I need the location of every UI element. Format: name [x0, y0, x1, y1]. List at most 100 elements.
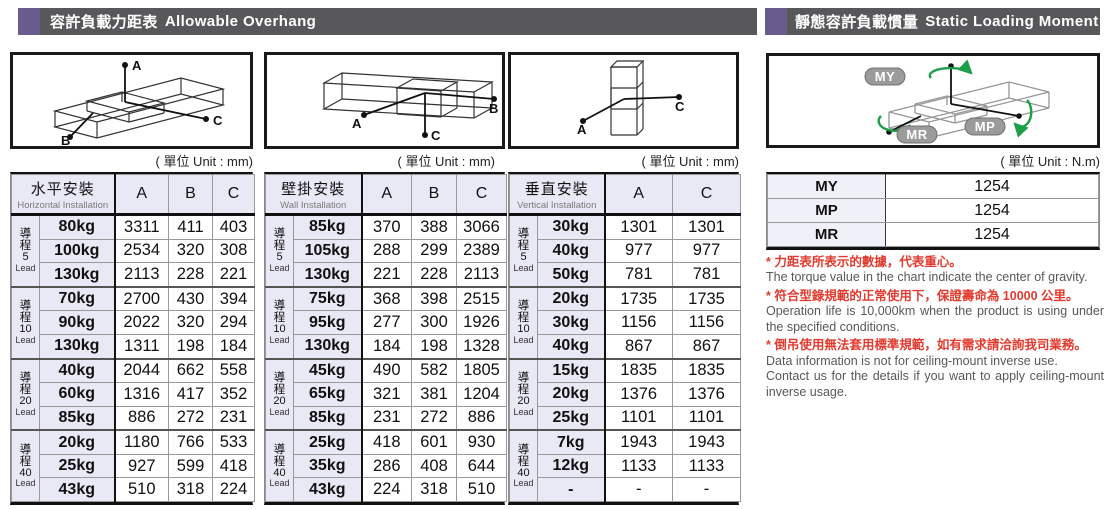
lead-group-label: 導程 40 Lead: [509, 429, 538, 503]
lead-char: 程: [273, 312, 286, 325]
value-cell: 601: [411, 429, 457, 455]
point-label-a: A: [132, 58, 142, 73]
installation-title-en: Horizontal Installation: [17, 199, 109, 211]
value-cell: 1805: [456, 357, 507, 384]
dimension-leaders: A C B: [61, 58, 223, 146]
value-cell: 221: [212, 262, 256, 288]
value-cell: 300: [411, 310, 457, 335]
payload-cell: 105kg: [293, 238, 363, 264]
payload-cell: 40kg: [38, 357, 116, 384]
value-cell: 766: [168, 429, 214, 455]
mr-badge: [896, 125, 938, 144]
horizontal-installation-table: 水平安裝 Horizontal Installation A B C 導程 5 Lead 80k…: [10, 172, 256, 505]
table-row: 130kg 221 228 2113: [266, 262, 507, 288]
table-header-row: 壁掛安裝 Wall Installation A B C: [265, 174, 507, 216]
payload-cell: 130kg: [293, 262, 363, 288]
payload-cell: 130kg: [38, 262, 116, 288]
value-cell: 1376: [604, 382, 673, 407]
table-row: 43kg 224 318 510: [266, 477, 507, 502]
table-row: 40kg 977 977: [510, 238, 741, 264]
lead-value: 20: [517, 394, 530, 407]
value-cell: 2044: [114, 357, 170, 384]
lead-char: 導: [19, 228, 32, 241]
moment-axis-label: MY: [767, 174, 886, 199]
note-line-en: Operation life is 10,000km when the prod…: [766, 304, 1104, 334]
payload-cell: 40kg: [537, 333, 606, 360]
lead-char: 導: [19, 443, 32, 456]
actuator-wireframe-icon: A C: [577, 60, 685, 137]
column-header-c: C: [456, 174, 507, 216]
lead-char: 導: [273, 443, 286, 456]
my-badge-label: MY: [875, 69, 896, 84]
lead-label-en: Lead: [513, 406, 534, 417]
vertical-installation-diagram: A C: [508, 52, 739, 149]
value-cell: 308: [212, 238, 256, 264]
value-cell: 558: [212, 357, 256, 384]
value-cell: 2534: [114, 238, 170, 264]
installation-title-zh: 垂直安裝: [524, 180, 589, 198]
value-cell: 1943: [672, 429, 741, 455]
payload-cell: 20kg: [537, 285, 606, 312]
value-cell: 1943: [604, 429, 673, 455]
table-row: 130kg 2113 228 221: [12, 262, 256, 288]
value-cell: 318: [168, 477, 214, 502]
point-label-b: B: [489, 101, 498, 116]
lead-char: 程: [19, 383, 32, 396]
wall-installation-diagram: A C B: [264, 52, 505, 149]
value-cell: 381: [411, 382, 457, 407]
table-row: 40kg 867 867: [510, 333, 741, 360]
value-cell: 2022: [114, 310, 170, 335]
value-cell: 867: [604, 333, 673, 360]
data-table: 水平安裝 Horizontal Installation A B C 導程 5 Lead 80k…: [10, 174, 256, 503]
table-row: 90kg 2022 320 294: [12, 310, 256, 335]
moment-value: 1254: [885, 222, 1099, 247]
payload-cell: 90kg: [38, 310, 116, 335]
value-cell: 1301: [672, 213, 741, 240]
value-cell: 1101: [672, 405, 741, 431]
lead-group-label: 導程 10 Lead: [509, 285, 538, 360]
note-line-en: The torque value in the chart indicate t…: [766, 270, 1088, 285]
value-cell: 1101: [604, 405, 673, 431]
moment-value: 1254: [885, 198, 1099, 223]
point-label-a: A: [352, 116, 362, 131]
note-line-en: Contact us for the details if you want t…: [766, 369, 1104, 399]
table-row: 85kg 231 272 886: [266, 405, 507, 431]
payload-cell: 43kg: [38, 477, 116, 502]
rail-wireframe: [52, 77, 226, 139]
lead-label-en: Lead: [269, 478, 290, 489]
value-cell: 370: [361, 213, 412, 240]
moment-row: MY 1254: [767, 174, 1099, 199]
value-cell: 2389: [456, 238, 507, 264]
data-table: MY 1254 MP 1254 MR 1254: [767, 174, 1099, 247]
value-cell: 927: [114, 453, 170, 479]
lead-group-label: 導程 10 Lead: [265, 285, 294, 360]
lead-char: 導: [517, 300, 530, 313]
point-label-b: B: [61, 133, 70, 146]
value-cell: 198: [168, 333, 214, 360]
value-cell: 231: [361, 405, 412, 431]
table-row: 導程 10 Lead 20kg 1735 1735: [509, 285, 741, 360]
lead-group-label: 導程 40 Lead: [11, 429, 40, 503]
lead-group-label: 導程 20 Lead: [509, 357, 538, 431]
lead-char: 程: [19, 455, 32, 468]
table-row: 30kg 1156 1156: [510, 310, 741, 335]
lead-label-en: Lead: [513, 334, 534, 345]
moment-axes-diagram: MY MP MR: [766, 53, 1100, 148]
value-cell: 490: [361, 357, 412, 384]
slider-wireframe: [394, 78, 460, 118]
installation-title-cell: 垂直安裝 Vertical Installation: [509, 174, 606, 216]
payload-cell: 35kg: [293, 453, 363, 479]
lead-char: 導: [517, 443, 530, 456]
value-cell: 398: [411, 285, 457, 312]
wall-installation-table: 壁掛安裝 Wall Installation A B C 導程 5 Lead 85kg 370 38…: [264, 172, 507, 505]
installation-title-en: Wall Installation: [280, 199, 347, 211]
value-cell: 1735: [672, 285, 741, 312]
table-row: 導程 5 Lead 85kg 370 388 3066: [265, 213, 507, 288]
table-row: 導程 10 Lead 70kg 2700 430 394: [11, 285, 256, 360]
table-row: 導程 40 Lead 25kg 418 601 930: [265, 429, 507, 503]
value-cell: 224: [212, 477, 256, 502]
note-line-zh: * 力距表所表示的數據，代表重心。: [766, 255, 962, 269]
installation-title-cell: 壁掛安裝 Wall Installation: [265, 174, 363, 216]
payload-cell: 70kg: [38, 285, 116, 312]
table-row: 導程 10 Lead 75kg 368 398 2515: [265, 285, 507, 360]
